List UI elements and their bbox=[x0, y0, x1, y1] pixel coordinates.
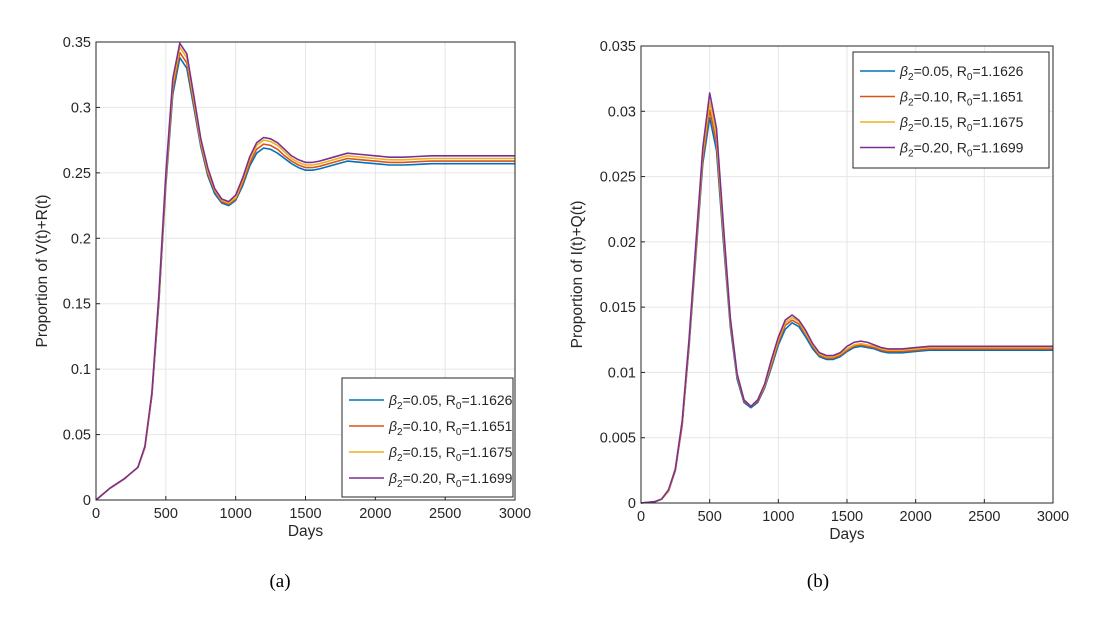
legend-entry: β2=0.20, R0=1.1699 bbox=[388, 470, 513, 490]
legend-entry: β2=0.20, R0=1.1699 bbox=[899, 140, 1024, 160]
legend-entry: β2=0.15, R0=1.1675 bbox=[899, 114, 1024, 134]
y-tick-label: 0.005 bbox=[600, 431, 636, 447]
series-line-4 bbox=[640, 92, 1053, 504]
y-tick-label: 0 bbox=[628, 496, 636, 512]
x-tick-label: 2500 bbox=[968, 509, 1000, 525]
legend: β2=0.05, R0=1.1626 β2=0.10, R0=1.1651 β2=0… bbox=[341, 377, 514, 498]
x-tick-label: 3000 bbox=[1037, 509, 1069, 525]
x-tick-label: 2000 bbox=[359, 506, 391, 522]
y-tick-label: 0.1 bbox=[71, 362, 91, 378]
x-axis-label: Days bbox=[829, 526, 865, 543]
y-tick-label: 0.25 bbox=[63, 166, 91, 182]
chart-panel-a: 0 500 1000 1500 2000 2500 3000 0 0.05 0.1 0.15 0.2 0… bbox=[34, 35, 531, 540]
y-tick-label: 0.35 bbox=[63, 35, 91, 51]
y-tick-label: 0.025 bbox=[600, 170, 636, 186]
x-tick-label: 2000 bbox=[900, 509, 932, 525]
x-tick-label: 2500 bbox=[429, 506, 461, 522]
caption-a: (a) bbox=[269, 571, 290, 592]
legend-entry: β2=0.05, R0=1.1626 bbox=[388, 392, 513, 412]
series-line-4 bbox=[95, 42, 515, 501]
legend: β2=0.05, R0=1.1626 β2=0.10, R0=1.1651 β2=0… bbox=[852, 51, 1050, 169]
y-tick-label: 0.15 bbox=[63, 297, 91, 313]
x-tick-label: 3000 bbox=[499, 506, 531, 522]
legend-entry: β2=0.15, R0=1.1675 bbox=[388, 444, 513, 464]
x-axis-label: Days bbox=[288, 523, 324, 540]
legend-entry: β2=0.10, R0=1.1651 bbox=[388, 418, 513, 438]
y-tick-label: 0.03 bbox=[608, 104, 636, 120]
x-tick-label: 0 bbox=[637, 509, 645, 525]
x-tick-label: 1000 bbox=[220, 506, 252, 522]
x-tick-label: 1500 bbox=[831, 509, 863, 525]
legend-entry: β2=0.05, R0=1.1626 bbox=[899, 63, 1024, 83]
y-axis-label: Proportion of I(t)+Q(t) bbox=[569, 201, 586, 349]
x-tick-label: 0 bbox=[92, 506, 100, 522]
x-tick-label: 500 bbox=[698, 509, 722, 525]
y-tick-label: 0.2 bbox=[71, 231, 91, 247]
x-tick-label: 1000 bbox=[762, 509, 794, 525]
legend-entry: β2=0.10, R0=1.1651 bbox=[899, 89, 1024, 109]
y-tick-label: 0.05 bbox=[63, 428, 91, 444]
legend-box bbox=[341, 377, 514, 498]
y-tick-label: 0.02 bbox=[608, 235, 636, 251]
caption-b: (b) bbox=[807, 571, 829, 592]
x-tick-label: 500 bbox=[154, 506, 178, 522]
y-tick-label: 0.3 bbox=[71, 100, 91, 116]
y-axis-label: Proportion of V(t)+R(t) bbox=[34, 195, 51, 348]
chart-panel-b: 0 500 1000 1500 2000 2500 3000 0 0.005 0.01 0.015 0… bbox=[569, 39, 1069, 543]
y-tick-label: 0.015 bbox=[600, 300, 636, 316]
y-tick-label: 0.035 bbox=[600, 39, 636, 55]
y-tick-label: 0.01 bbox=[608, 365, 636, 381]
x-tick-label: 1500 bbox=[289, 506, 321, 522]
y-tick-label: 0 bbox=[83, 493, 91, 509]
